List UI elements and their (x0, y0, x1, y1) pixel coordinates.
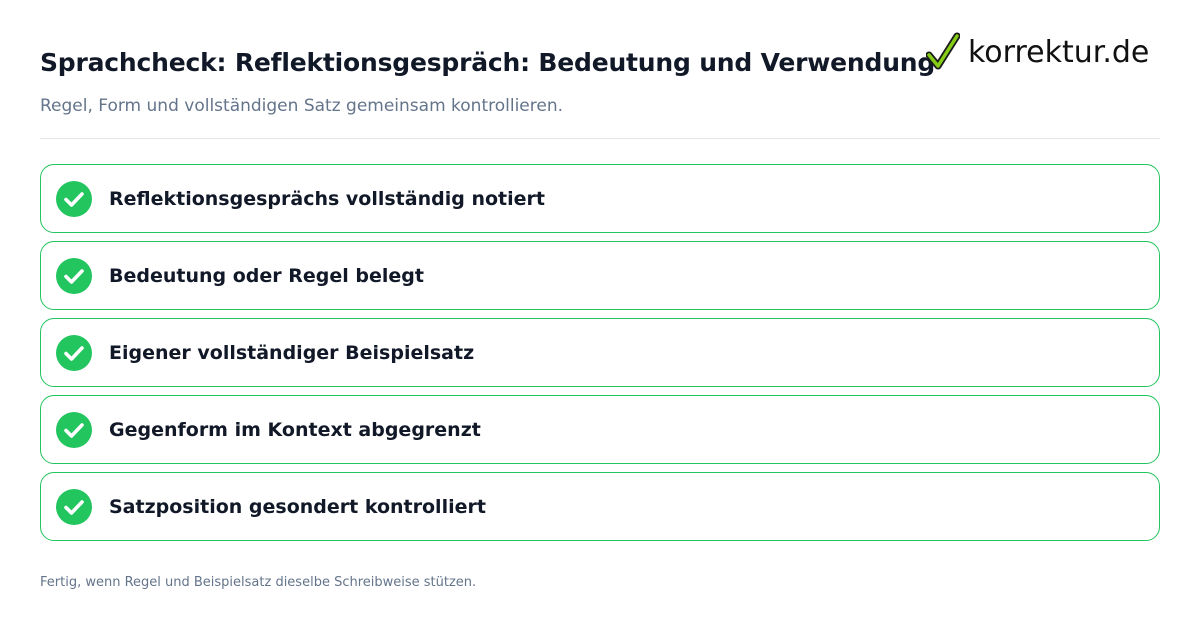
checklist-item: Reflektionsgesprächs vollständig notiert (40, 164, 1160, 233)
checklist-item: Eigener vollständiger Beispielsatz (40, 318, 1160, 387)
checklist-item: Bedeutung oder Regel belegt (40, 241, 1160, 310)
checklist-item: Satzposition gesondert kontrolliert (40, 472, 1160, 541)
check-circle-icon (56, 334, 92, 371)
check-circle-icon (56, 257, 92, 294)
brand-logo[interactable]: korrektur.de (926, 30, 1149, 74)
brand-logo-text: korrektur.de (968, 34, 1150, 70)
check-circle-icon (56, 180, 92, 217)
checklist-item-label: Bedeutung oder Regel belegt (109, 264, 424, 287)
checklist-item: Gegenform im Kontext abgegrenzt (40, 395, 1160, 464)
check-circle-icon (56, 411, 92, 448)
checklist: Reflektionsgesprächs vollständig notiert… (40, 164, 1160, 549)
checklist-item-label: Gegenform im Kontext abgegrenzt (109, 418, 481, 441)
page-subtitle: Regel, Form und vollständigen Satz gemei… (40, 96, 564, 116)
header-divider (40, 138, 1160, 139)
checklist-item-label: Reflektionsgesprächs vollständig notiert (109, 187, 545, 210)
checklist-item-label: Satzposition gesondert kontrolliert (109, 495, 486, 518)
checkmark-icon (926, 32, 960, 70)
page-title: Sprachcheck: Reflektionsgespräch: Bedeut… (40, 48, 936, 77)
checklist-item-label: Eigener vollständiger Beispielsatz (109, 341, 475, 364)
footer-note: Fertig, wenn Regel und Beispielsatz dies… (40, 575, 477, 590)
check-circle-icon (56, 488, 92, 525)
